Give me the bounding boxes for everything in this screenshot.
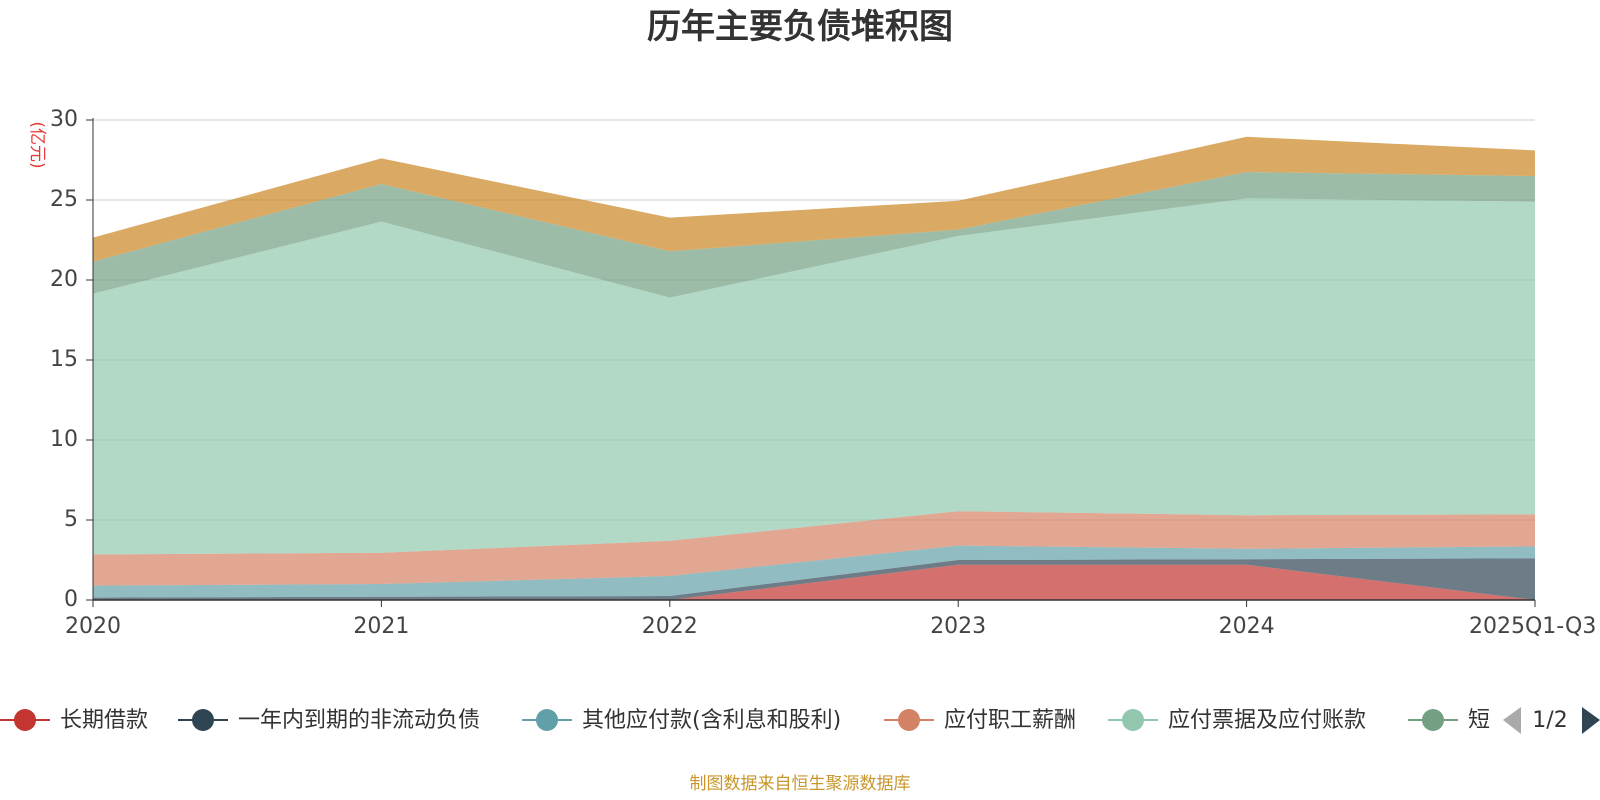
legend-page-indicator: 1/2 <box>1532 708 1567 733</box>
legend-label: 其他应付款(含利息和股利) <box>582 708 841 733</box>
y-axis-unit: (亿元) <box>27 121 47 168</box>
legend-label: 一年内到期的非流动负债 <box>238 708 480 733</box>
y-tick-label: 25 <box>50 187 78 212</box>
area-合同负债 <box>93 136 1535 262</box>
x-tick-label: 2020 <box>65 614 121 639</box>
x-tick-label: 2021 <box>353 614 409 639</box>
y-tick-label: 5 <box>64 507 78 532</box>
y-tick-label: 15 <box>50 347 78 372</box>
legend-marker-dot <box>192 709 214 731</box>
legend-pager: 1/2 <box>1503 707 1600 734</box>
area-其他应付款(含利息和股利) <box>93 545 1535 598</box>
legend-marker-dot <box>1422 709 1444 731</box>
legend-marker-dot <box>898 709 920 731</box>
legend-prev-page-icon[interactable] <box>1503 707 1521 734</box>
chart-title: 历年主要负债堆积图 <box>647 7 953 47</box>
area-短期借款 <box>93 172 1535 298</box>
legend-label: 应付职工薪酬 <box>944 708 1076 733</box>
legend-marker-dot <box>14 709 36 731</box>
legend-item[interactable]: 短 <box>1408 708 1490 733</box>
x-tick-label: 2025Q1-Q3 <box>1469 614 1596 639</box>
legend-label: 长期借款 <box>60 708 148 733</box>
area-应付票据及应付账款 <box>93 198 1535 555</box>
x-tick-label: 2024 <box>1219 614 1275 639</box>
y-tick-label: 20 <box>50 267 78 292</box>
legend-item[interactable]: 其他应付款(含利息和股利) <box>522 708 841 733</box>
legend-item[interactable]: 应付票据及应付账款 <box>1108 708 1366 733</box>
legend-marker-dot <box>1122 709 1144 731</box>
area-长期借款 <box>93 564 1535 600</box>
area-一年内到期的非流动负债 <box>93 558 1535 600</box>
y-tick-label: 10 <box>50 427 78 452</box>
y-tick-label: 0 <box>64 587 78 612</box>
area-应付职工薪酬 <box>93 511 1535 586</box>
data-source-note: 制图数据来自恒生聚源数据库 <box>690 774 911 794</box>
legend-item[interactable]: 一年内到期的非流动负债 <box>178 708 480 733</box>
area-series <box>93 136 1535 600</box>
axes: 0 5 10 15 20 25 30 2020 2021 2022 2023 2024 2025Q1-Q… <box>50 107 1596 639</box>
legend: 长期借款 一年内到期的非流动负债 其他应付款(含利息和股利) 应付职工薪酬 应付票据及应… <box>0 708 1490 733</box>
legend-next-page-icon[interactable] <box>1582 707 1600 734</box>
legend-marker-dot <box>536 709 558 731</box>
y-tick-label: 30 <box>50 107 78 132</box>
legend-label: 应付票据及应付账款 <box>1168 708 1366 733</box>
legend-item[interactable]: 应付职工薪酬 <box>884 708 1076 733</box>
x-tick-label: 2023 <box>930 614 986 639</box>
x-tick-label: 2022 <box>642 614 698 639</box>
legend-item[interactable]: 长期借款 <box>0 708 148 733</box>
legend-label: 短 <box>1468 708 1490 733</box>
